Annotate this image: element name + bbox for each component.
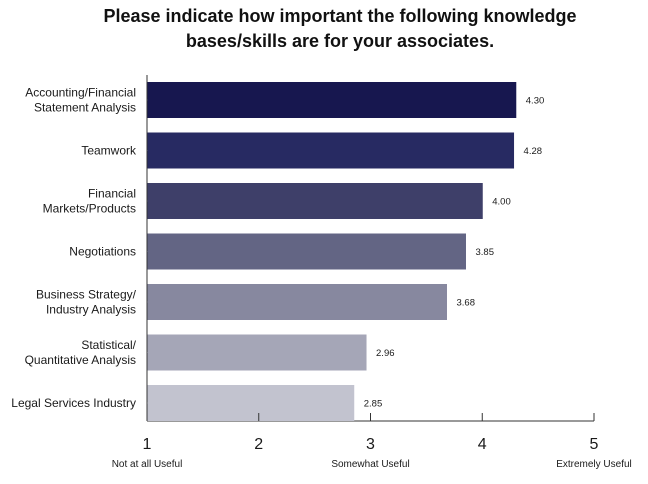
bar-value-label: 3.85 [475, 247, 494, 258]
category-label: Accounting/Financial [25, 86, 136, 100]
chart-title-line-1: Please indicate how important the follow… [103, 6, 577, 26]
chart-title-line-2: bases/skills are for your associates. [185, 31, 495, 51]
bar [147, 183, 483, 219]
x-tick-label: 1 [143, 436, 152, 453]
category-label: Teamwork [81, 144, 137, 158]
x-tick-label: 3 [366, 436, 375, 453]
category-label: Industry Analysis [46, 303, 136, 317]
bar [147, 284, 447, 320]
bar-value-label: 2.85 [364, 399, 383, 410]
category-label: Quantitative Analysis [25, 353, 136, 367]
category-label: Negotiations [69, 245, 136, 259]
bar [147, 334, 367, 371]
chart-title: Please indicate how important the follow… [40, 4, 640, 54]
category-label: Legal Services Industry [11, 396, 136, 410]
x-tick-label: 4 [478, 436, 487, 453]
x-tick-label: 2 [254, 436, 263, 453]
category-label: Financial [88, 187, 136, 201]
bar-value-label: 3.68 [456, 298, 475, 309]
bar-value-label: 4.28 [524, 146, 543, 157]
bar-value-label: 2.96 [376, 348, 395, 359]
category-label: Statement Analysis [34, 101, 136, 115]
bar-value-label: 4.00 [492, 197, 511, 208]
category-label: Markets/Products [43, 202, 136, 216]
scale-anchor-label: Extremely Useful [556, 459, 632, 470]
scale-anchor-label: Not at all Useful [112, 459, 183, 470]
bar [147, 233, 466, 270]
x-tick-label: 5 [590, 436, 599, 453]
scale-anchor-label: Somewhat Useful [331, 459, 409, 470]
bar [147, 385, 355, 421]
bar-value-label: 4.30 [526, 96, 545, 107]
bar [147, 82, 517, 118]
bar [147, 132, 515, 169]
category-label: Statistical/ [81, 338, 136, 352]
category-label: Business Strategy/ [36, 288, 137, 302]
